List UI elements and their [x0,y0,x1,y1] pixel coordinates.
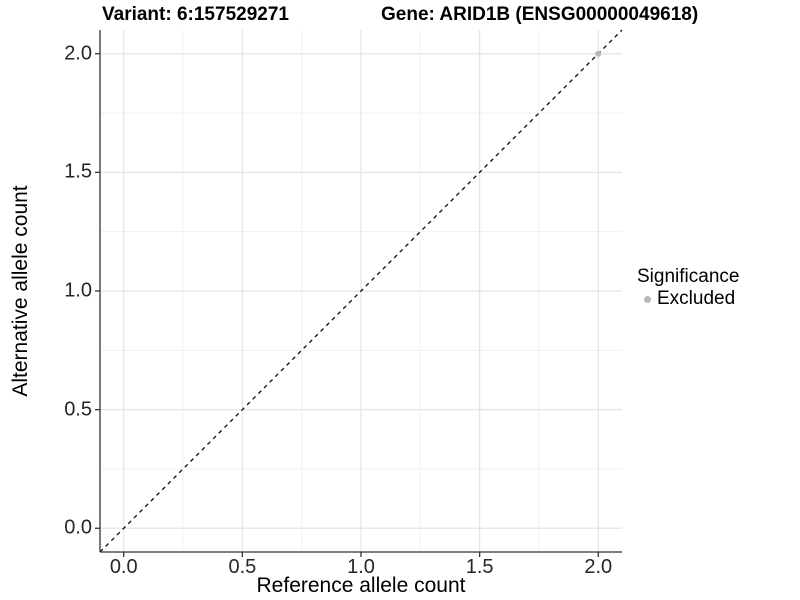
x-tick-label: 1.5 [465,556,494,578]
x-axis-title: Reference allele count [256,574,466,597]
x-tick-label: 2.0 [584,556,613,578]
y-axis-title: Alternative allele count [9,185,32,397]
legend-title: Significance [637,266,740,287]
y-tick-label: 2.0 [64,42,92,65]
legend: Significance Excluded [637,266,797,310]
y-tick-label: 1.0 [64,279,92,302]
excluded-point-icon [644,295,651,303]
y-tick-label: 0.0 [64,516,92,539]
y-tick-label: 0.5 [64,398,92,421]
legend-item-excluded: Excluded [637,288,797,310]
x-tick-label: 0.0 [109,556,138,578]
y-tick-label: 1.5 [64,160,92,183]
plot-title-gene: Gene: ARID1B (ENSG00000049618) [381,4,699,25]
x-tick-label: 0.5 [228,556,257,578]
legend-item-label: Excluded [657,288,736,309]
data-point-excluded [595,50,602,57]
plot-title-variant: Variant: 6:157529271 [102,4,289,25]
identity-line [99,29,623,553]
x-tick-label: 1.0 [347,556,375,578]
